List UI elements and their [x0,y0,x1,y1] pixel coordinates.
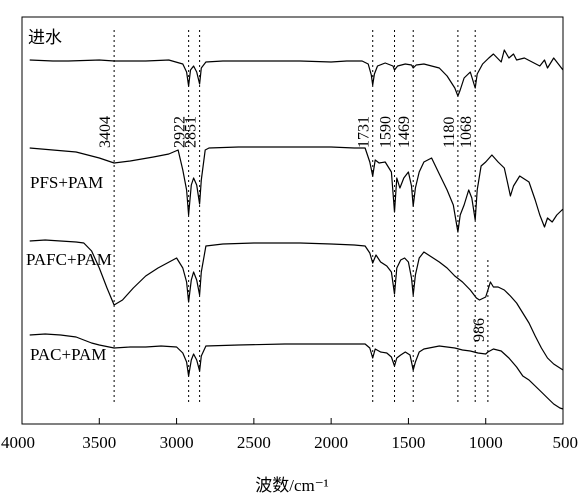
x-tick-label: 1500 [391,433,425,452]
series-label: 进水 [28,28,62,47]
series-label: PFS+PAM [30,173,103,192]
reference-line-label: 986 [471,318,488,342]
x-axis-tick-labels: 4000 3500 3000 2500 2000 1500 1000 500 [1,433,578,452]
reference-line-label: 1731 [356,116,373,148]
x-axis-ticks [21,418,564,424]
x-tick-label: 4000 [1,433,35,452]
spectrum-line [29,333,564,410]
x-tick-label: 3000 [160,433,194,452]
plot-frame [21,16,564,425]
x-tick-label: 3500 [82,433,116,452]
series-labels: 进水 PFS+PAM PAFC+PAM PAC+PAM [26,28,112,364]
spectrum-line [29,49,564,97]
x-tick-label: 2500 [237,433,271,452]
reference-line-label: 3404 [97,116,114,148]
spectrum-line [29,239,564,371]
x-tick-label: 500 [553,433,579,452]
reference-line-label: 1180 [441,117,458,148]
series-label: PAC+PAM [30,345,106,364]
reference-line-label: 1068 [458,116,475,148]
x-tick-label: 1000 [469,433,503,452]
series-label: PAFC+PAM [26,250,112,269]
spectra-series [29,49,564,410]
reference-line-label: 2851 [183,116,200,148]
x-tick-label: 2000 [314,433,348,452]
x-axis-title: 波数/cm⁻¹ [255,476,329,495]
reference-line-label: 2922 [172,116,189,148]
spectrum-line [29,146,564,233]
reference-line-label: 1469 [396,116,413,148]
reference-line-label: 1590 [378,116,395,148]
